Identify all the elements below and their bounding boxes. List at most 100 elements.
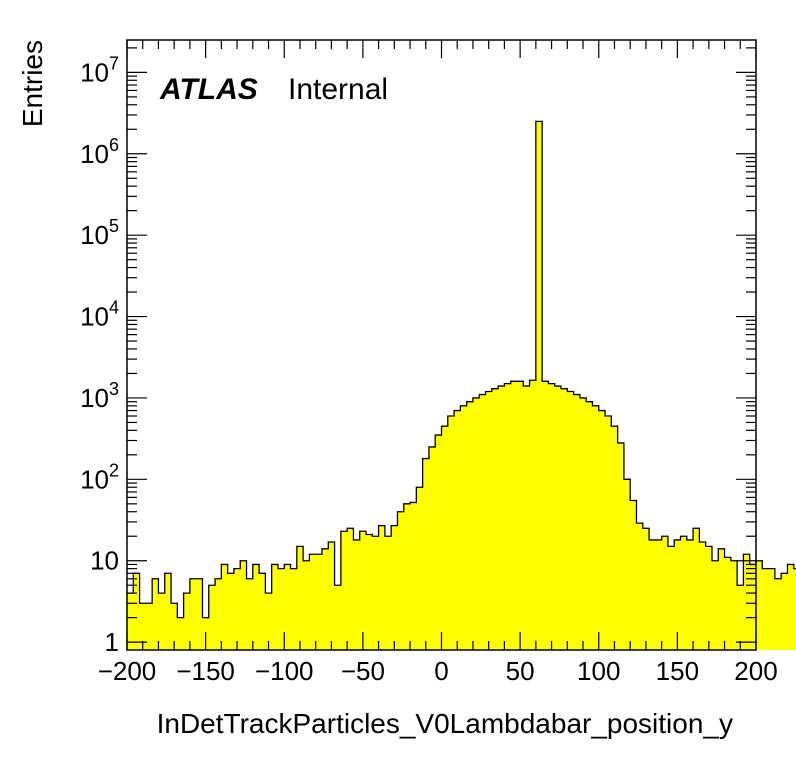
x-tick-label: −150 xyxy=(176,656,235,686)
histogram-bin xyxy=(296,546,304,650)
histogram-bin xyxy=(743,554,751,650)
histogram-bin xyxy=(183,593,191,650)
histogram-bin xyxy=(240,560,247,650)
histogram-bin xyxy=(315,554,323,650)
x-tick-label: 0 xyxy=(434,656,448,686)
x-tick-label: −200 xyxy=(98,656,157,686)
histogram-bin xyxy=(485,391,493,650)
histogram-bin xyxy=(699,541,707,650)
histogram-bin xyxy=(598,410,606,650)
histogram-bin xyxy=(711,560,719,650)
histogram-bin xyxy=(284,564,291,650)
histogram-bin xyxy=(762,568,769,650)
histogram-bin xyxy=(781,573,788,650)
histogram-bin xyxy=(674,539,681,650)
histogram-outline xyxy=(127,120,796,619)
histogram-bin xyxy=(680,536,688,650)
histogram-bin xyxy=(636,523,644,650)
y-tick-label: 107 xyxy=(80,53,119,87)
histogram-bin xyxy=(655,539,663,650)
histogram-bin xyxy=(705,546,713,650)
atlas-label: ATLAS xyxy=(159,73,258,106)
histogram-bin xyxy=(466,401,474,650)
histogram-bin xyxy=(579,397,587,650)
histogram-bin xyxy=(277,568,285,650)
y-tick-labels: 1 10 102 103 104 105 106 107 xyxy=(80,53,119,657)
histogram-bin xyxy=(567,391,574,650)
axis-ticks xyxy=(126,40,757,650)
status-label: Internal xyxy=(288,73,388,106)
histogram-bin xyxy=(366,534,373,650)
histogram-bin xyxy=(246,578,254,650)
y-tick-label: 104 xyxy=(80,298,119,332)
histogram-bin xyxy=(724,557,732,650)
histogram-bin xyxy=(649,539,656,650)
histogram-bin xyxy=(535,121,543,650)
histogram-bin xyxy=(630,500,637,650)
histogram-bin xyxy=(378,525,386,650)
histogram-bin xyxy=(774,578,782,650)
histogram-bin xyxy=(686,539,694,650)
histogram-bin xyxy=(768,568,776,650)
histogram-bin xyxy=(145,603,153,650)
histogram-bin xyxy=(756,560,763,650)
x-tick-labels: −200 −150 −100 −50 0 50 100 150 200 xyxy=(98,656,778,686)
histogram-bin xyxy=(271,564,279,650)
histogram-bin xyxy=(428,446,436,650)
histogram-bin xyxy=(221,564,229,650)
histogram-bin xyxy=(787,564,795,650)
histogram-bin xyxy=(730,560,738,650)
histogram-bin xyxy=(303,560,310,650)
histogram-bin xyxy=(158,593,166,650)
y-tick-label: 103 xyxy=(80,379,119,413)
histogram-bin xyxy=(391,525,398,650)
y-tick-label: 102 xyxy=(80,460,119,494)
plot-frame xyxy=(126,39,757,651)
histogram-bin xyxy=(353,539,361,650)
histogram-bin xyxy=(523,386,530,650)
histogram-bin xyxy=(422,458,430,650)
histogram-bin xyxy=(667,546,675,650)
histogram-bin xyxy=(127,593,134,650)
y-tick-label: 106 xyxy=(80,135,119,169)
histogram-bars xyxy=(127,120,796,650)
histogram-bin xyxy=(516,381,524,650)
histogram-bin xyxy=(340,531,348,650)
x-tick-label: −100 xyxy=(255,656,314,686)
histogram-bin xyxy=(384,536,392,650)
histogram-bin xyxy=(196,578,203,650)
histogram-bin xyxy=(441,426,449,650)
histogram-bin xyxy=(548,383,556,650)
histogram-bin xyxy=(504,383,512,650)
histogram-bin xyxy=(561,388,568,650)
histogram-bin xyxy=(472,397,480,650)
histogram-bin xyxy=(252,564,260,650)
x-tick-label: −50 xyxy=(341,656,385,686)
histogram-bin xyxy=(290,568,298,650)
histogram-bin xyxy=(328,541,335,650)
histogram-bin xyxy=(611,426,619,650)
y-axis-title: Entries xyxy=(17,40,48,127)
histogram-bin xyxy=(215,578,222,650)
histogram-bin xyxy=(177,617,185,650)
histogram-bin xyxy=(171,603,178,650)
histogram-bin xyxy=(529,380,537,650)
histogram-bin xyxy=(447,416,455,650)
histogram-bin xyxy=(454,410,461,650)
x-tick-label: 200 xyxy=(734,656,777,686)
histogram-bin xyxy=(605,416,612,650)
x-axis-title: InDetTrackParticles_V0Lambdabar_position… xyxy=(157,708,733,739)
histogram-bin xyxy=(227,573,235,650)
histogram-bin xyxy=(510,381,518,650)
histogram-bin xyxy=(542,381,549,650)
histogram-bin xyxy=(617,442,625,650)
histogram-bin xyxy=(573,394,581,650)
histogram-bin xyxy=(164,573,172,650)
x-tick-label: 150 xyxy=(656,656,699,686)
histogram-bin xyxy=(554,386,562,650)
histogram-bin xyxy=(347,528,354,650)
histogram-bin xyxy=(718,548,725,650)
histogram-bin xyxy=(642,528,650,650)
histogram-bin xyxy=(152,578,159,650)
